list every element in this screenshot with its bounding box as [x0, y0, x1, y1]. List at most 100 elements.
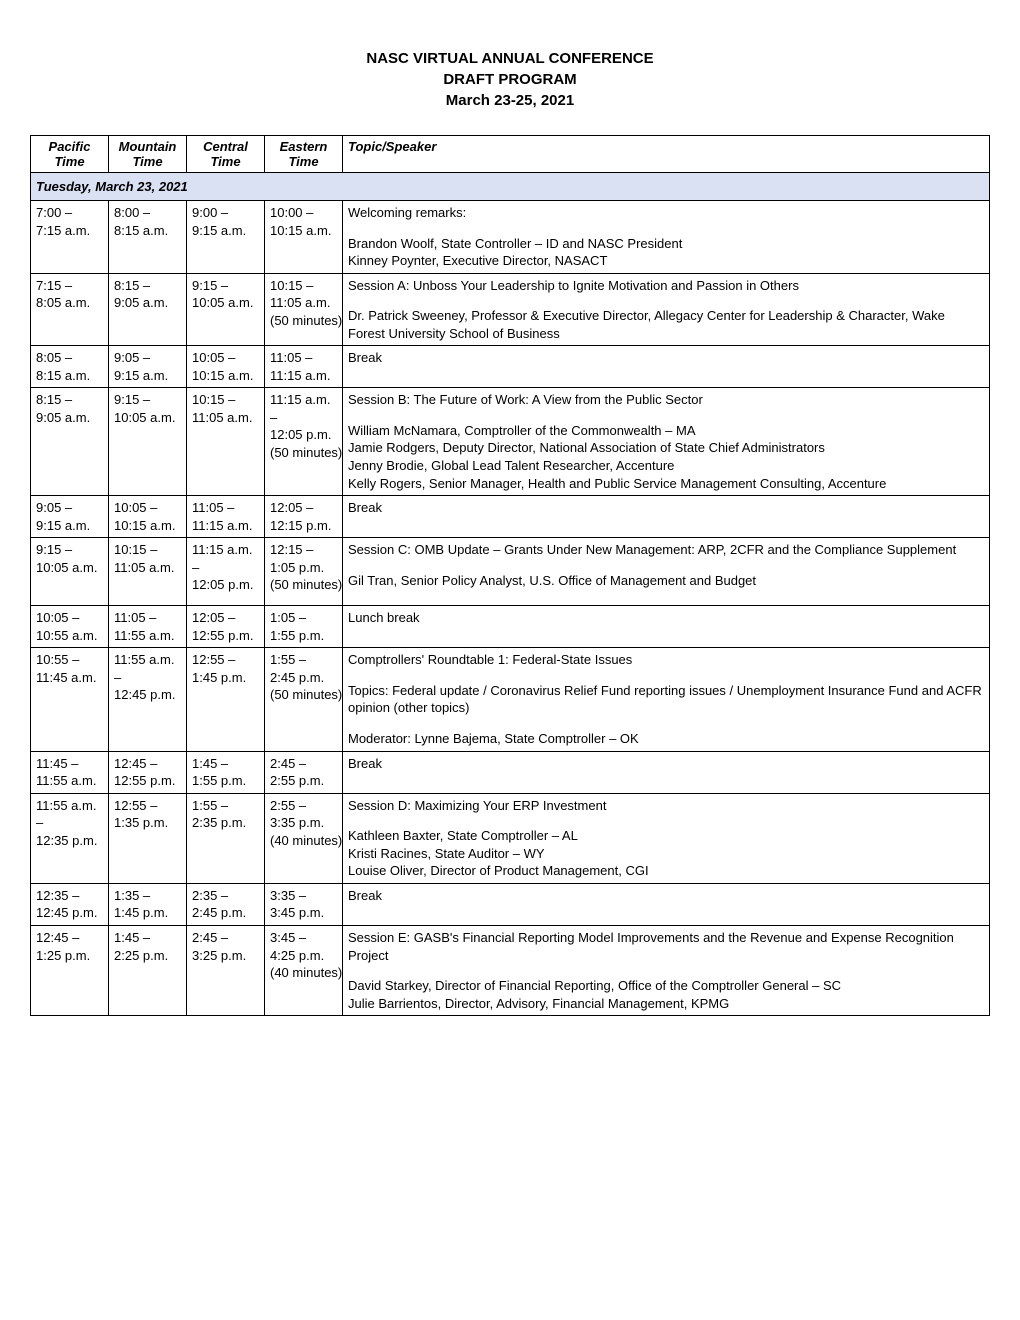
table-row: 8:15 –9:05 a.m.9:15 –10:05 a.m.10:15 –11…: [31, 388, 990, 496]
header-line-1: NASC VIRTUAL ANNUAL CONFERENCE: [30, 48, 990, 69]
topic-cell: Session B: The Future of Work: A View fr…: [343, 388, 990, 496]
duration-label: (50 minutes): [270, 686, 337, 704]
pacific-time-cell: 8:15 –9:05 a.m.: [31, 388, 109, 496]
eastern-time-cell: 10:00 –10:15 a.m.: [265, 201, 343, 274]
duration-label: (40 minutes): [270, 964, 337, 982]
topic-line: Brandon Woolf, State Controller – ID and…: [348, 235, 984, 253]
duration-label: (50 minutes): [270, 576, 337, 594]
topic-cell: Break: [343, 496, 990, 538]
pacific-time-cell: 9:15 –10:05 a.m.: [31, 538, 109, 606]
duration-label: (40 minutes): [270, 832, 337, 850]
central-time-cell: 1:55 –2:35 p.m.: [187, 793, 265, 883]
topic-cell: Session E: GASB's Financial Reporting Mo…: [343, 925, 990, 1015]
eastern-time-cell: 1:55 –2:45 p.m.(50 minutes): [265, 648, 343, 751]
col-eastern: EasternTime: [265, 136, 343, 173]
col-pacific: PacificTime: [31, 136, 109, 173]
mountain-time-cell: 12:55 –1:35 p.m.: [109, 793, 187, 883]
pacific-time-cell: 7:00 –7:15 a.m.: [31, 201, 109, 274]
duration-label: (50 minutes): [270, 312, 337, 330]
mountain-time-cell: 10:15 –11:05 a.m.: [109, 538, 187, 606]
table-header-row: PacificTime MountainTime CentralTime Eas…: [31, 136, 990, 173]
col-topic: Topic/Speaker: [343, 136, 990, 173]
topic-line: William McNamara, Comptroller of the Com…: [348, 422, 984, 440]
pacific-time-cell: 9:05 –9:15 a.m.: [31, 496, 109, 538]
mountain-time-cell: 8:15 –9:05 a.m.: [109, 273, 187, 346]
central-time-cell: 10:05 –10:15 a.m.: [187, 346, 265, 388]
pacific-time-cell: 11:45 –11:55 a.m.: [31, 751, 109, 793]
pacific-time-cell: 8:05 –8:15 a.m.: [31, 346, 109, 388]
topic-line: Julie Barrientos, Director, Advisory, Fi…: [348, 995, 984, 1013]
topic-line: Gil Tran, Senior Policy Analyst, U.S. Of…: [348, 572, 984, 590]
central-time-cell: 9:00 –9:15 a.m.: [187, 201, 265, 274]
topic-cell: Session D: Maximizing Your ERP Investmen…: [343, 793, 990, 883]
eastern-time-cell: 11:15 a.m. –12:05 p.m.(50 minutes): [265, 388, 343, 496]
table-row: 10:05 –10:55 a.m.11:05 –11:55 a.m.12:05 …: [31, 606, 990, 648]
topic-line: Session C: OMB Update – Grants Under New…: [348, 541, 984, 559]
central-time-cell: 10:15 –11:05 a.m.: [187, 388, 265, 496]
topic-line: Kathleen Baxter, State Comptroller – AL: [348, 827, 984, 845]
topic-cell: Comptrollers' Roundtable 1: Federal-Stat…: [343, 648, 990, 751]
central-time-cell: 9:15 –10:05 a.m.: [187, 273, 265, 346]
topic-cell: Session A: Unboss Your Leadership to Ign…: [343, 273, 990, 346]
central-time-cell: 12:55 –1:45 p.m.: [187, 648, 265, 751]
table-row: 8:05 –8:15 a.m.9:05 –9:15 a.m.10:05 –10:…: [31, 346, 990, 388]
central-time-cell: 12:05 –12:55 p.m.: [187, 606, 265, 648]
eastern-time-cell: 10:15 –11:05 a.m.(50 minutes): [265, 273, 343, 346]
table-row: 12:35 –12:45 p.m.1:35 –1:45 p.m.2:35 –2:…: [31, 883, 990, 925]
topic-line: Lunch break: [348, 609, 984, 627]
table-row: 12:45 –1:25 p.m.1:45 –2:25 p.m.2:45 –3:2…: [31, 925, 990, 1015]
table-row: 9:15 –10:05 a.m.10:15 –11:05 a.m.11:15 a…: [31, 538, 990, 606]
eastern-time-cell: 12:15 –1:05 p.m.(50 minutes): [265, 538, 343, 606]
topic-line: Break: [348, 499, 984, 517]
topic-line: Jamie Rodgers, Deputy Director, National…: [348, 439, 984, 457]
schedule-table: PacificTime MountainTime CentralTime Eas…: [30, 135, 990, 1016]
mountain-time-cell: 1:35 –1:45 p.m.: [109, 883, 187, 925]
eastern-time-cell: 11:05 –11:15 a.m.: [265, 346, 343, 388]
topic-line: Comptrollers' Roundtable 1: Federal-Stat…: [348, 651, 984, 669]
topic-line: Break: [348, 887, 984, 905]
pacific-time-cell: 7:15 –8:05 a.m.: [31, 273, 109, 346]
topic-line: Topics: Federal update / Coronavirus Rel…: [348, 682, 984, 717]
table-row: 7:00 –7:15 a.m.8:00 –8:15 a.m.9:00 –9:15…: [31, 201, 990, 274]
col-mountain: MountainTime: [109, 136, 187, 173]
duration-label: (50 minutes): [270, 444, 337, 462]
topic-line: Kinney Poynter, Executive Director, NASA…: [348, 252, 984, 270]
topic-line: Dr. Patrick Sweeney, Professor & Executi…: [348, 307, 984, 342]
eastern-time-cell: 3:45 –4:25 p.m.(40 minutes): [265, 925, 343, 1015]
table-row: 11:45 –11:55 a.m.12:45 –12:55 p.m.1:45 –…: [31, 751, 990, 793]
topic-cell: Welcoming remarks: Brandon Woolf, State C…: [343, 201, 990, 274]
pacific-time-cell: 11:55 a.m. –12:35 p.m.: [31, 793, 109, 883]
topic-line: Break: [348, 349, 984, 367]
central-time-cell: 11:15 a.m. –12:05 p.m.: [187, 538, 265, 606]
eastern-time-cell: 12:05 –12:15 p.m.: [265, 496, 343, 538]
day-header-cell: Tuesday, March 23, 2021: [31, 173, 990, 201]
topic-line: Session E: GASB's Financial Reporting Mo…: [348, 929, 984, 964]
topic-line: Jenny Brodie, Global Lead Talent Researc…: [348, 457, 984, 475]
mountain-time-cell: 9:05 –9:15 a.m.: [109, 346, 187, 388]
topic-line: Break: [348, 755, 984, 773]
topic-line: Welcoming remarks:: [348, 204, 984, 222]
header-line-3: March 23-25, 2021: [30, 90, 990, 111]
topic-line: Session D: Maximizing Your ERP Investmen…: [348, 797, 984, 815]
topic-cell: Break: [343, 751, 990, 793]
topic-line: Moderator: Lynne Bajema, State Comptroll…: [348, 730, 984, 748]
eastern-time-cell: 2:45 –2:55 p.m.: [265, 751, 343, 793]
eastern-time-cell: 3:35 –3:45 p.m.: [265, 883, 343, 925]
mountain-time-cell: 10:05 –10:15 a.m.: [109, 496, 187, 538]
topic-cell: Break: [343, 346, 990, 388]
table-row: 11:55 a.m. –12:35 p.m.12:55 –1:35 p.m.1:…: [31, 793, 990, 883]
topic-line: Kelly Rogers, Senior Manager, Health and…: [348, 475, 984, 493]
topic-cell: Lunch break: [343, 606, 990, 648]
col-central: CentralTime: [187, 136, 265, 173]
mountain-time-cell: 1:45 –2:25 p.m.: [109, 925, 187, 1015]
central-time-cell: 2:45 –3:25 p.m.: [187, 925, 265, 1015]
central-time-cell: 2:35 –2:45 p.m.: [187, 883, 265, 925]
pacific-time-cell: 10:05 –10:55 a.m.: [31, 606, 109, 648]
pacific-time-cell: 12:35 –12:45 p.m.: [31, 883, 109, 925]
mountain-time-cell: 8:00 –8:15 a.m.: [109, 201, 187, 274]
topic-line: David Starkey, Director of Financial Rep…: [348, 977, 984, 995]
table-row: 9:05 –9:15 a.m.10:05 –10:15 a.m.11:05 –1…: [31, 496, 990, 538]
mountain-time-cell: 12:45 –12:55 p.m.: [109, 751, 187, 793]
central-time-cell: 11:05 –11:15 a.m.: [187, 496, 265, 538]
pacific-time-cell: 10:55 –11:45 a.m.: [31, 648, 109, 751]
